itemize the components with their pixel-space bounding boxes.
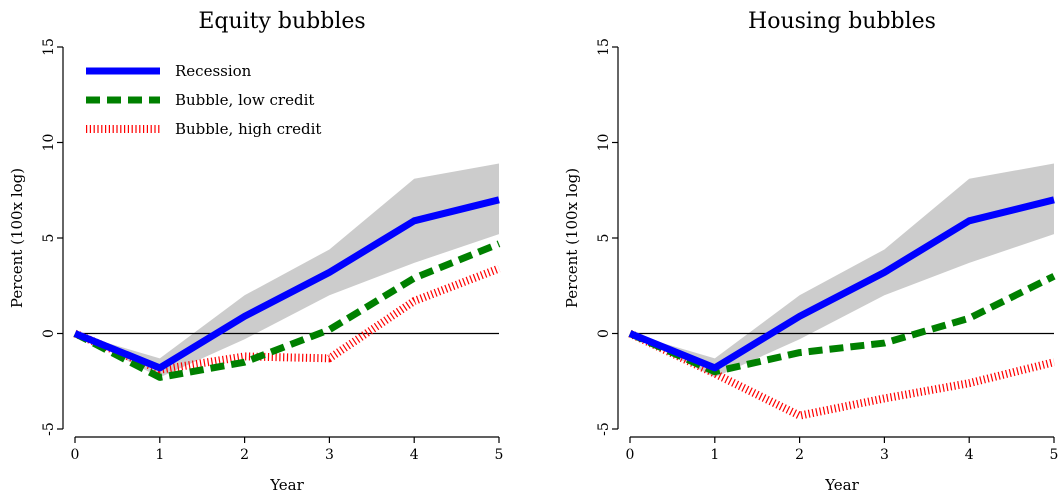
x-tick-label: 1 <box>155 447 164 463</box>
y-tick-label: 0 <box>41 329 57 338</box>
y-tick-label: 15 <box>41 38 57 56</box>
series-line-recession <box>73 196 500 372</box>
y-tick-label: 10 <box>596 134 612 152</box>
series-line-bubble-low-credit <box>73 240 501 381</box>
y-tick-label: 5 <box>596 234 612 243</box>
confidence-band <box>75 163 499 378</box>
panel-2: Housing bubbles -5 0 5 10 15 0 1 2 3 4 5 Year Percent… <box>563 9 1058 494</box>
x-tick-label: 5 <box>1050 447 1059 463</box>
y-tick-label: 15 <box>596 38 612 56</box>
x-tick-label: 2 <box>795 447 804 463</box>
confidence-band <box>630 163 1054 378</box>
x-tick-label: 3 <box>880 447 889 463</box>
legend-label: Bubble, high credit <box>175 120 321 138</box>
panel-title: Housing bubbles <box>748 9 936 34</box>
y-tick-label: 5 <box>41 234 57 243</box>
x-tick-label: 2 <box>240 447 249 463</box>
x-tick-label: 0 <box>71 447 80 463</box>
y-tick-label: 0 <box>596 329 612 338</box>
x-axis-label: Year <box>269 476 304 494</box>
y-axis-label: Percent (100x log) <box>563 168 581 308</box>
x-tick-label: 4 <box>410 447 419 463</box>
x-tick-label: 4 <box>965 447 974 463</box>
y-tick-label: 10 <box>41 134 57 152</box>
y-axis-label: Percent (100x log) <box>8 168 26 308</box>
legend-label: Bubble, low credit <box>175 91 314 109</box>
panel-title: Equity bubbles <box>198 9 365 34</box>
legend: Recession Bubble, low credit Bubble, high … <box>86 62 321 138</box>
y-tick-label: -5 <box>41 422 57 436</box>
x-tick-label: 5 <box>495 447 504 463</box>
x-tick-label: 3 <box>325 447 334 463</box>
legend-label: Recession <box>175 62 252 80</box>
y-tick-label: -5 <box>596 422 612 436</box>
series-line-recession <box>628 196 1055 372</box>
x-tick-label: 0 <box>626 447 635 463</box>
series-line-bubble-low-credit <box>628 273 1056 376</box>
panel-1: Equity bubbles -5 0 5 10 15 0 1 2 3 4 5 Year Percent … <box>8 9 503 494</box>
x-axis-label: Year <box>824 476 859 494</box>
x-tick-label: 1 <box>710 447 719 463</box>
